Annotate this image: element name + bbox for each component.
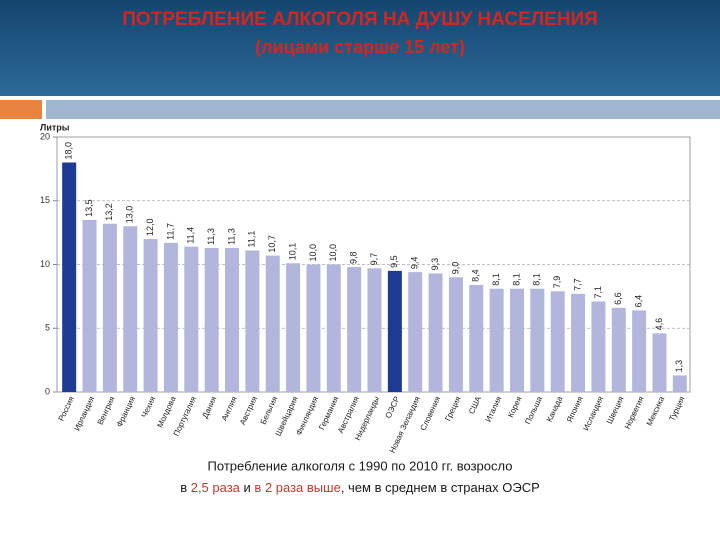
bar bbox=[591, 301, 606, 392]
value-label: 9,0 bbox=[450, 262, 460, 275]
bar bbox=[245, 250, 260, 392]
y-tick-label: 10 bbox=[40, 259, 50, 269]
accent-square bbox=[0, 100, 42, 119]
value-label: 11,7 bbox=[165, 223, 175, 240]
value-label: 11,3 bbox=[226, 228, 236, 245]
caption-line: в 2,5 раза и в 2 раза выше, чем в средне… bbox=[180, 480, 540, 495]
bar bbox=[163, 242, 178, 392]
bar bbox=[387, 270, 402, 392]
value-label: 7,7 bbox=[572, 278, 582, 291]
bar bbox=[448, 277, 463, 392]
value-label: 11,4 bbox=[186, 227, 196, 244]
slide-subtitle: (лицами старше 15 лет) bbox=[255, 37, 465, 57]
value-label: 7,1 bbox=[593, 286, 603, 299]
value-label: 10,1 bbox=[287, 243, 297, 261]
bar bbox=[347, 267, 362, 392]
bar bbox=[62, 162, 77, 392]
value-label: 7,9 bbox=[552, 276, 562, 289]
y-axis-label: Литры bbox=[40, 122, 70, 132]
bar bbox=[367, 268, 382, 392]
value-label: 9,7 bbox=[369, 253, 379, 266]
y-tick-label: 0 bbox=[45, 386, 50, 396]
header-band bbox=[0, 0, 720, 96]
bar bbox=[428, 273, 443, 392]
bar bbox=[286, 263, 301, 392]
bar bbox=[326, 264, 341, 392]
caption-line: Потребление алкоголя с 1990 по 2010 гг. … bbox=[208, 458, 513, 473]
bar bbox=[143, 239, 158, 392]
bar bbox=[530, 288, 545, 392]
caption-segment: 2,5 раза bbox=[191, 480, 241, 495]
value-label: 9,5 bbox=[389, 255, 399, 268]
value-label: 10,7 bbox=[267, 235, 277, 253]
value-label: 6,4 bbox=[633, 295, 643, 308]
bar bbox=[184, 246, 199, 392]
bar bbox=[123, 226, 138, 392]
bar bbox=[652, 333, 667, 392]
value-label: 8,1 bbox=[511, 273, 521, 286]
value-label: 13,0 bbox=[125, 206, 135, 224]
bar bbox=[204, 247, 219, 392]
caption-segment: в 2 раза выше bbox=[254, 480, 340, 495]
accent-bar bbox=[46, 100, 720, 119]
value-label: 6,6 bbox=[613, 292, 623, 305]
y-tick-label: 20 bbox=[40, 131, 50, 141]
value-label: 8,1 bbox=[532, 273, 542, 286]
bar bbox=[225, 247, 240, 392]
slide-title: ПОТРЕБЛЕНИЕ АЛКОГОЛЯ НА ДУШУ НАСЕЛЕНИЯ bbox=[122, 9, 598, 30]
bar bbox=[408, 272, 423, 392]
value-label: 10,0 bbox=[328, 244, 338, 262]
value-label: 8,4 bbox=[471, 269, 481, 282]
value-label: 1,3 bbox=[674, 360, 684, 373]
caption-segment: и bbox=[240, 480, 255, 495]
caption-segment: в bbox=[180, 480, 191, 495]
value-label: 9,4 bbox=[410, 257, 420, 270]
bar bbox=[82, 219, 97, 392]
value-label: 9,8 bbox=[349, 252, 359, 265]
bar bbox=[306, 264, 321, 392]
bar bbox=[102, 223, 117, 392]
value-label: 11,1 bbox=[247, 231, 257, 248]
value-label: 4,6 bbox=[654, 318, 664, 331]
bar bbox=[509, 288, 524, 392]
value-label: 10,0 bbox=[308, 244, 318, 262]
bar bbox=[571, 293, 586, 392]
bar bbox=[265, 255, 280, 392]
bar bbox=[550, 291, 565, 392]
value-label: 11,3 bbox=[206, 228, 216, 245]
y-tick-label: 15 bbox=[40, 195, 50, 205]
value-label: 9,3 bbox=[430, 258, 440, 271]
value-label: 8,1 bbox=[491, 273, 501, 286]
value-label: 18,0 bbox=[64, 142, 74, 160]
value-label: 12,0 bbox=[145, 218, 155, 236]
bar bbox=[632, 310, 647, 392]
value-label: 13,2 bbox=[104, 203, 114, 221]
caption-segment: , чем в среднем в странах ОЭСР bbox=[341, 480, 540, 495]
y-tick-label: 5 bbox=[45, 323, 50, 333]
bar bbox=[672, 375, 687, 392]
value-label: 13,5 bbox=[84, 199, 94, 217]
bar bbox=[489, 288, 504, 392]
bar bbox=[611, 307, 626, 392]
bar bbox=[469, 284, 484, 392]
